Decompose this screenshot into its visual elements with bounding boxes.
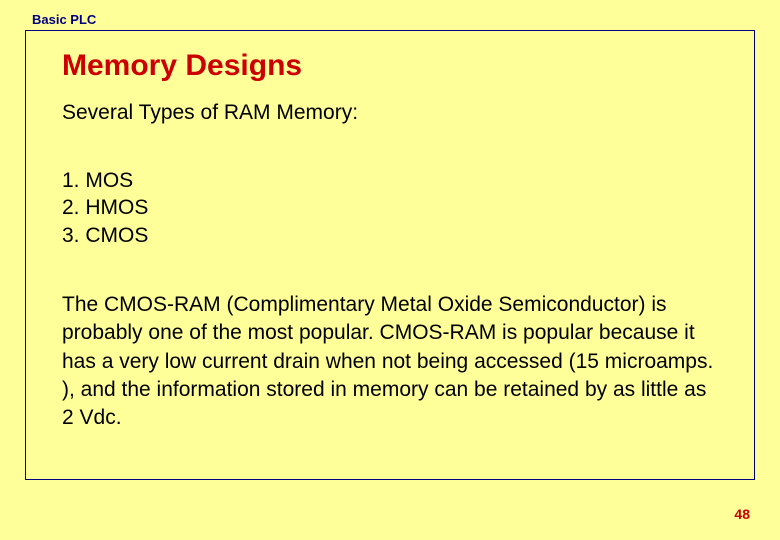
content-box: Memory Designs Several Types of RAM Memo… — [25, 30, 755, 480]
header-label: Basic PLC — [32, 12, 96, 27]
list-item: 1. MOS — [62, 167, 718, 194]
slide-title: Memory Designs — [62, 49, 718, 83]
list-item: 3. CMOS — [62, 222, 718, 249]
page-number: 48 — [734, 506, 750, 522]
ram-types-list: 1. MOS 2. HMOS 3. CMOS — [62, 167, 718, 249]
list-item: 2. HMOS — [62, 194, 718, 221]
slide-subtitle: Several Types of RAM Memory: — [62, 101, 718, 125]
slide-description: The CMOS-RAM (Complimentary Metal Oxide … — [62, 291, 718, 433]
